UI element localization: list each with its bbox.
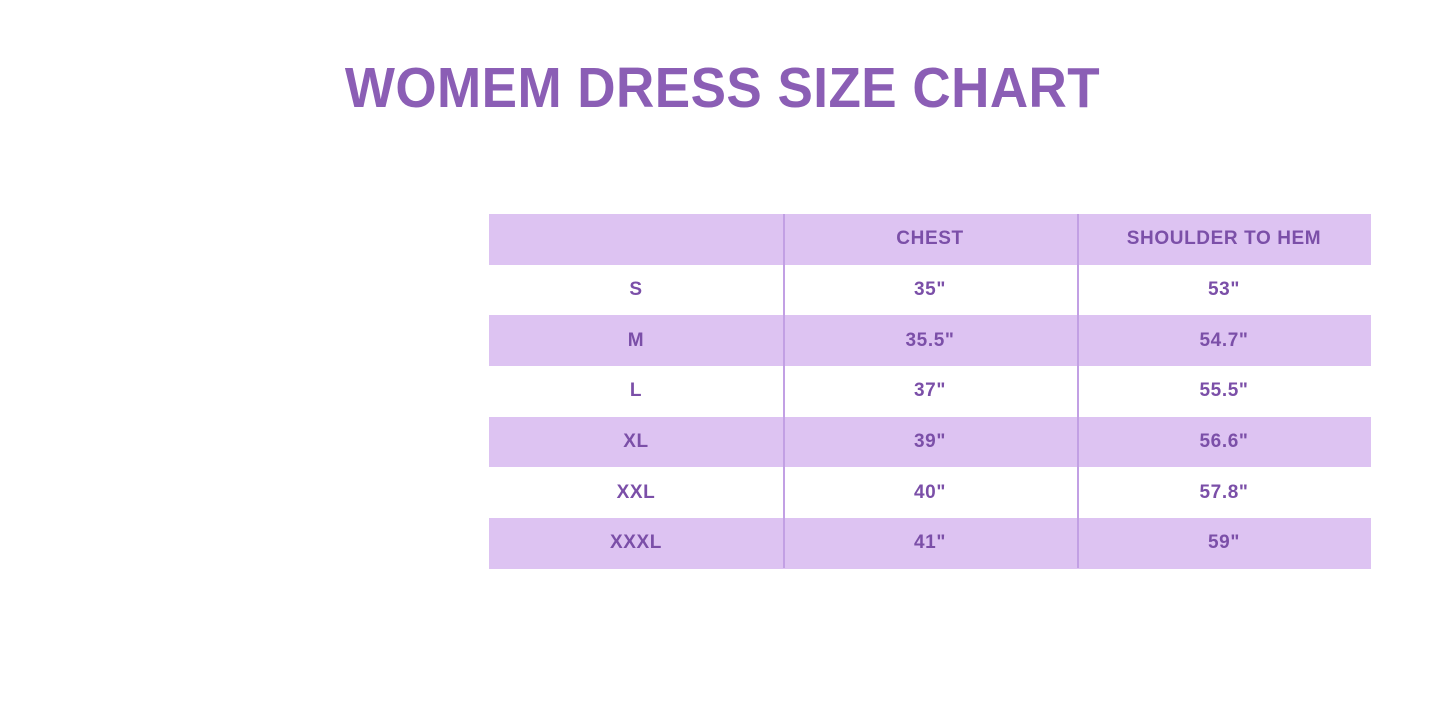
column-separator-1 bbox=[783, 214, 785, 568]
cell-shoulder-to-hem: 53" bbox=[1077, 264, 1371, 316]
column-header-chest: CHEST bbox=[783, 214, 1077, 265]
table-row: L 37" 55.5" bbox=[489, 366, 1371, 417]
cell-size: S bbox=[489, 264, 783, 316]
cell-size: XXXL bbox=[489, 518, 783, 569]
cell-chest: 40" bbox=[783, 467, 1077, 519]
table-row: XXXL 41" 59" bbox=[489, 518, 1371, 569]
page-title: WOMEM DRESS SIZE CHART bbox=[344, 56, 1101, 120]
cell-size: L bbox=[489, 366, 783, 417]
cell-shoulder-to-hem: 56.6" bbox=[1077, 416, 1371, 468]
cell-size: XXL bbox=[489, 467, 783, 519]
table-row: XXL 40" 57.8" bbox=[489, 467, 1371, 519]
cell-chest: 41" bbox=[783, 518, 1077, 569]
cell-shoulder-to-hem: 55.5" bbox=[1077, 366, 1371, 417]
column-separator-2 bbox=[1077, 214, 1079, 568]
column-header-size bbox=[489, 214, 783, 265]
table-row: XL 39" 56.6" bbox=[489, 416, 1371, 468]
table-row: M 35.5" 54.7" bbox=[489, 315, 1371, 367]
cell-size: M bbox=[489, 315, 783, 367]
cell-chest: 39" bbox=[783, 416, 1077, 468]
cell-shoulder-to-hem: 59" bbox=[1077, 518, 1371, 569]
column-header-shoulder-to-hem: SHOULDER TO HEM bbox=[1077, 214, 1371, 265]
table-row: S 35" 53" bbox=[489, 264, 1371, 316]
cell-size: XL bbox=[489, 416, 783, 468]
cell-shoulder-to-hem: 54.7" bbox=[1077, 315, 1371, 367]
cell-chest: 35" bbox=[783, 264, 1077, 316]
cell-chest: 35.5" bbox=[783, 315, 1077, 367]
cell-shoulder-to-hem: 57.8" bbox=[1077, 467, 1371, 519]
cell-chest: 37" bbox=[783, 366, 1077, 417]
table-header-row: CHEST SHOULDER TO HEM bbox=[489, 214, 1371, 265]
size-chart-table: CHEST SHOULDER TO HEM S 35" 53" M 35.5" … bbox=[489, 214, 1371, 569]
